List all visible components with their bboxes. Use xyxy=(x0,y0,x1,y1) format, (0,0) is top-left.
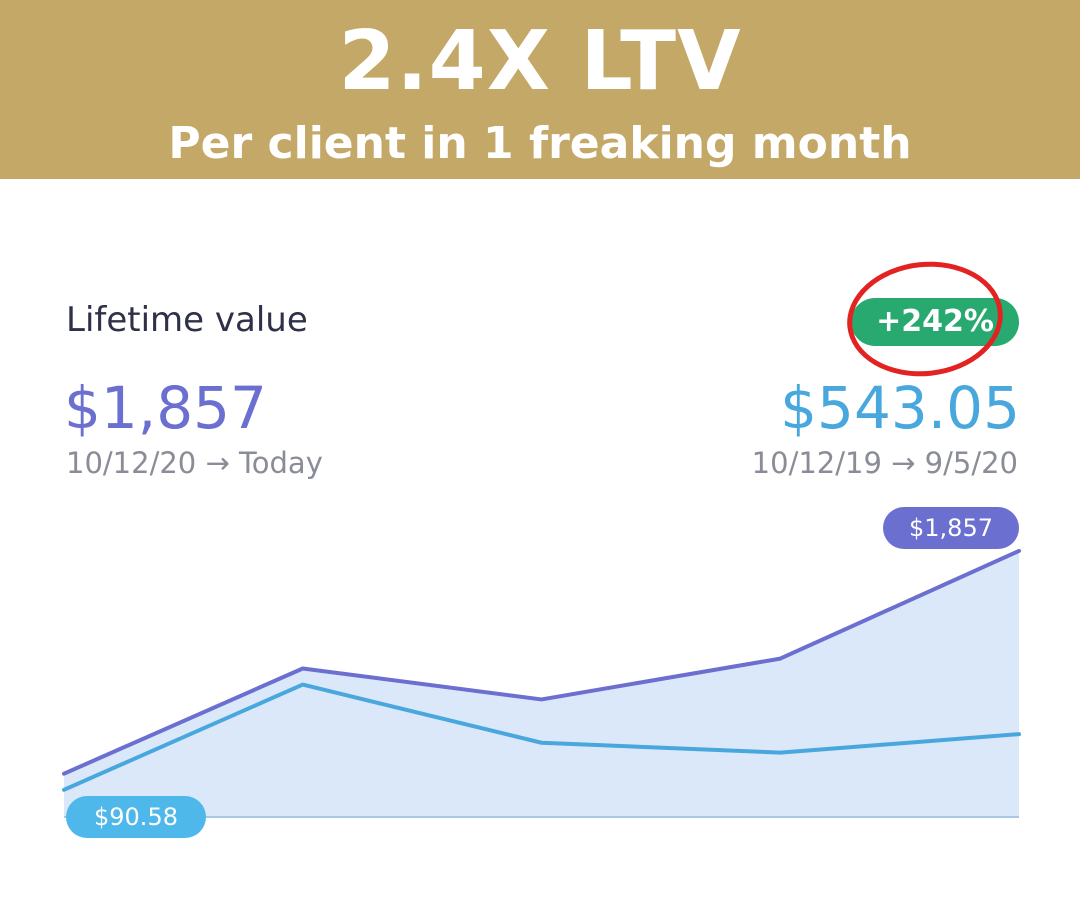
lifetime-value-label: Lifetime value xyxy=(66,300,308,340)
previous-start-label: $90.58 xyxy=(66,795,206,838)
current-ltv-value: $1,857 xyxy=(64,374,267,442)
change-badge: +242% xyxy=(851,298,1019,346)
banner-title: 2.4X LTV xyxy=(338,14,742,109)
previous-ltv-value: $543.05 xyxy=(780,374,1020,442)
current-peak-label: $1,857 xyxy=(883,506,1019,549)
current-date-range: 10/12/20 → Today xyxy=(66,446,323,480)
previous-date-range: 10/12/19 → 9/5/20 xyxy=(751,446,1018,480)
promo-banner: 2.4X LTV Per client in 1 freaking month xyxy=(0,0,1080,179)
ltv-line-chart: $1,857 $90.58 xyxy=(0,500,1080,860)
chart-canvas xyxy=(62,548,1021,818)
series-0-area xyxy=(64,550,1019,817)
annotation-circle xyxy=(841,254,1009,384)
banner-subtitle: Per client in 1 freaking month xyxy=(168,118,912,169)
